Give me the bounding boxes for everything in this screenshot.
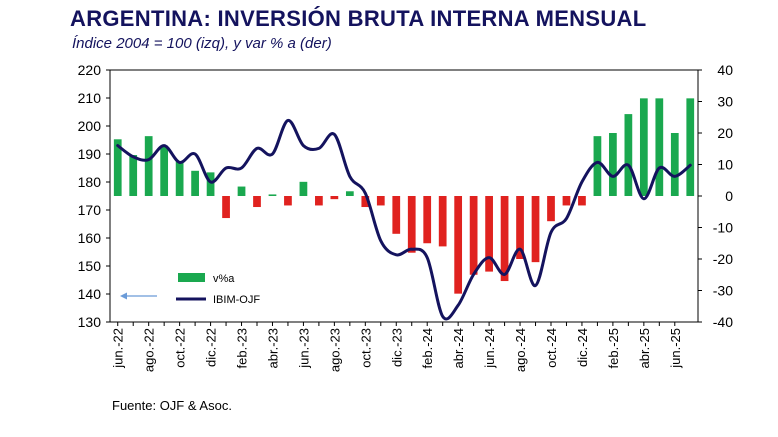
y-right-tick-label: -40: [713, 314, 733, 330]
x-tick-label: feb.-25: [606, 328, 621, 368]
y-left-tick-label: 180: [78, 174, 102, 190]
y-axis-right: -40 -30 -20 -10 0 10 20 30 40: [698, 62, 733, 330]
bar: [639, 98, 648, 196]
bar: [253, 196, 261, 208]
bar: [237, 186, 246, 196]
x-tick-label: abr.-25: [637, 328, 652, 368]
bar: [516, 196, 524, 259]
bar: [531, 196, 540, 263]
bar: [578, 196, 586, 206]
x-tick-label: oct.-24: [544, 328, 559, 368]
bar: [485, 196, 493, 272]
y-right-tick-label: 10: [717, 157, 733, 173]
x-tick-label: jun.-24: [482, 328, 497, 369]
bars-group: [113, 98, 695, 294]
bar: [593, 136, 602, 196]
y-right-tick-label: 0: [725, 188, 733, 204]
ibim-ojf-line: [116, 118, 692, 321]
bar: [438, 196, 447, 247]
x-tick-label: oct.-22: [173, 328, 188, 368]
bar: [609, 133, 617, 196]
bar: [469, 196, 478, 275]
chart-subtitle: Índice 2004 = 100 (izq), y var % a (der): [72, 35, 332, 52]
bar: [129, 155, 138, 196]
x-tick-label: jun.-25: [668, 328, 683, 369]
y-left-tick-label: 150: [78, 258, 102, 274]
bar: [144, 136, 153, 196]
y-left-tick-label: 200: [78, 118, 102, 134]
bar: [113, 139, 122, 196]
bar: [299, 181, 308, 196]
bar: [376, 196, 385, 206]
bar: [191, 170, 199, 196]
bar: [670, 133, 679, 196]
legend-swatch-bars: [178, 273, 205, 282]
source-note: Fuente: OJF & Asoc.: [112, 398, 232, 413]
bar: [345, 191, 354, 196]
x-tick-label: ago.-24: [513, 328, 528, 372]
arrow-icon: [120, 292, 157, 300]
x-tick-label: jun.-22: [111, 328, 126, 369]
legend: v%a IBIM-OJF: [176, 273, 260, 306]
y-left-tick-label: 210: [78, 90, 102, 106]
y-axis-left: 130 140 150 160 170 180 190 200 210 220: [78, 62, 110, 330]
legend-label-line: IBIM-OJF: [213, 294, 260, 306]
y-right-tick-label: -10: [713, 220, 733, 236]
bar: [655, 98, 664, 196]
x-tick-label: feb.-24: [420, 328, 435, 368]
y-right-tick-label: -20: [713, 251, 733, 267]
y-right-tick-label: -30: [713, 283, 733, 299]
bar: [392, 196, 401, 234]
x-tick-label: ago.-23: [327, 328, 342, 372]
bar: [160, 145, 169, 196]
bar: [562, 196, 571, 206]
bar: [454, 196, 463, 294]
bar: [268, 194, 277, 196]
bar: [284, 196, 292, 206]
bar: [624, 114, 633, 196]
bar: [500, 196, 509, 282]
y-left-tick-label: 190: [78, 146, 102, 162]
bar: [330, 196, 339, 200]
y-left-tick-label: 130: [78, 314, 102, 330]
bar: [206, 172, 215, 196]
legend-label-bars: v%a: [213, 273, 235, 285]
y-left-tick-label: 160: [78, 230, 102, 246]
y-left-tick-label: 170: [78, 202, 102, 218]
bar: [361, 196, 370, 208]
x-tick-label: feb.-23: [235, 328, 250, 368]
bar: [686, 98, 695, 196]
x-axis: jun.-22 ago.-22 oct.-22 dic.-22 feb.-23 abr.-…: [111, 322, 683, 372]
bar: [175, 161, 184, 196]
y-right-tick-label: 40: [717, 62, 733, 78]
bar: [423, 196, 432, 244]
x-tick-label: jun.-23: [296, 328, 311, 369]
line-group: [116, 118, 692, 321]
x-tick-label: dic.-22: [204, 328, 219, 367]
x-tick-label: abr.-23: [265, 328, 280, 368]
chart-title: ARGENTINA: INVERSIÓN BRUTA INTERNA MENSU…: [70, 6, 647, 31]
x-tick-label: ago.-22: [142, 328, 157, 372]
bar: [222, 196, 230, 219]
y-left-tick-label: 220: [78, 62, 102, 78]
bar: [547, 196, 555, 222]
x-tick-label: dic.-23: [389, 328, 404, 367]
y-left-tick-label: 140: [78, 286, 102, 302]
bar: [407, 196, 416, 253]
x-tick-label: oct.-23: [358, 328, 373, 368]
bar: [315, 196, 323, 206]
x-tick-label: dic.-24: [575, 328, 590, 367]
y-right-tick-label: 30: [717, 94, 733, 110]
x-tick-label: abr.-24: [451, 328, 466, 368]
y-right-tick-label: 20: [717, 125, 733, 141]
